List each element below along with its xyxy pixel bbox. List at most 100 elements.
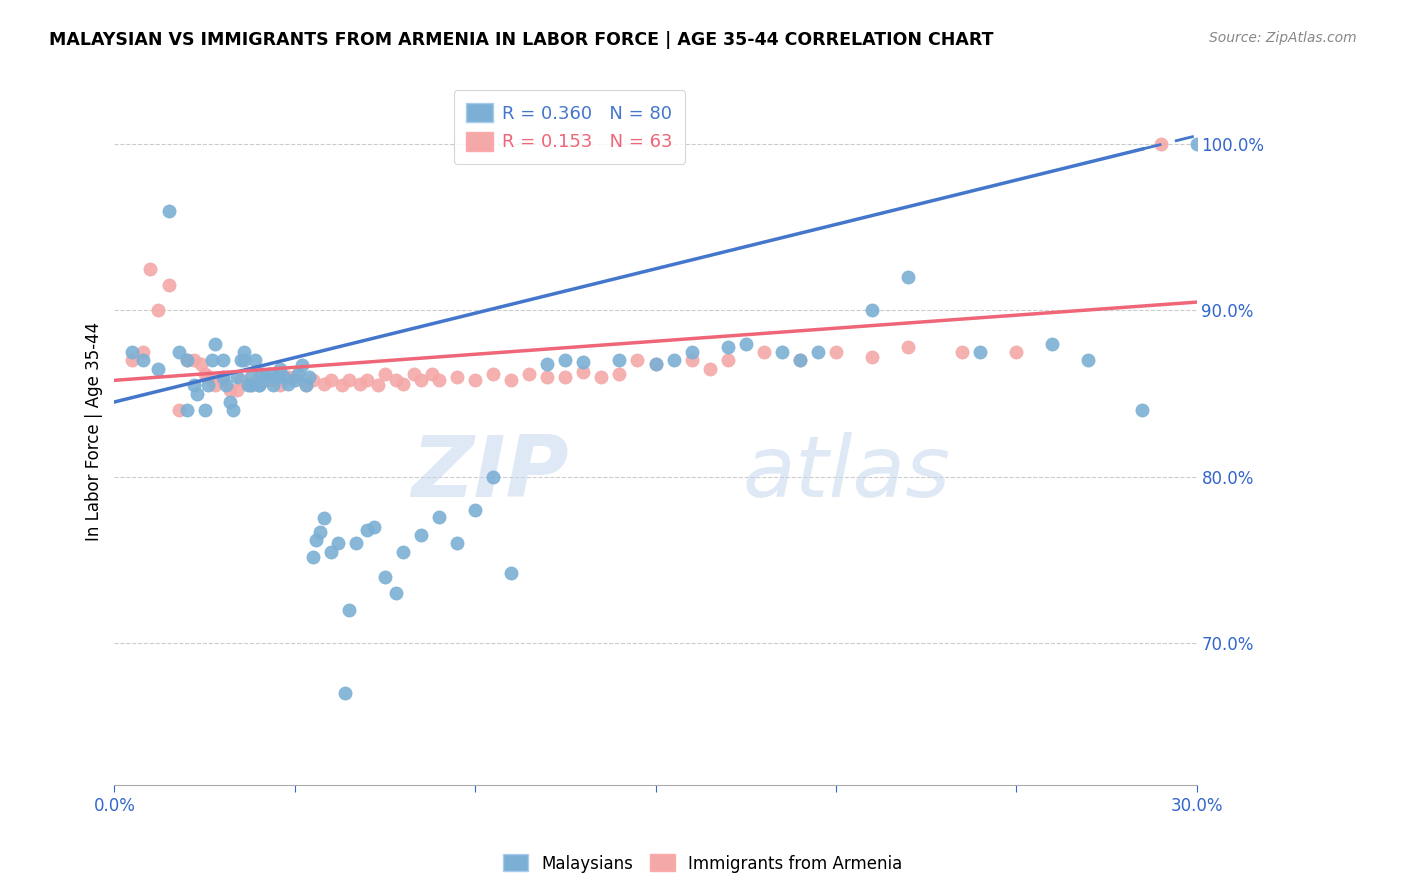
Point [247, 378, 270, 392]
Point [591, 370, 613, 384]
Point [734, 336, 756, 351]
Point [226, 384, 249, 398]
Point [409, 373, 432, 387]
Point [312, 511, 335, 525]
Point [402, 367, 425, 381]
Point [1185, 136, 1208, 151]
Point [204, 378, 226, 392]
Point [644, 357, 666, 371]
Point [240, 378, 263, 392]
Point [240, 378, 263, 392]
Text: ZIP: ZIP [412, 432, 569, 515]
Point [157, 203, 180, 218]
Point [446, 536, 468, 550]
Point [681, 345, 703, 359]
Point [269, 378, 291, 392]
Point [269, 361, 291, 376]
Point [662, 353, 685, 368]
Point [374, 570, 396, 584]
Point [157, 278, 180, 293]
Point [305, 533, 328, 548]
Point [197, 378, 219, 392]
Point [427, 373, 450, 387]
Point [681, 353, 703, 368]
Point [169, 403, 191, 417]
Point [319, 373, 342, 387]
Point [349, 376, 371, 391]
Point [446, 370, 468, 384]
Point [363, 520, 385, 534]
Point [277, 376, 299, 391]
Point [609, 353, 631, 368]
Point [229, 373, 252, 387]
Point [626, 353, 648, 368]
Point [374, 367, 396, 381]
Point [218, 384, 240, 398]
Point [752, 345, 775, 359]
Point [176, 353, 198, 368]
Point [243, 353, 266, 368]
Point [190, 357, 212, 371]
Point [240, 370, 263, 384]
Point [183, 378, 205, 392]
Point [860, 303, 883, 318]
Point [233, 345, 256, 359]
Point [367, 378, 389, 392]
Point [392, 545, 415, 559]
Point [298, 370, 321, 384]
Point [294, 378, 316, 392]
Point [326, 536, 349, 550]
Point [176, 353, 198, 368]
Point [427, 509, 450, 524]
Point [330, 378, 353, 392]
Point [356, 523, 378, 537]
Text: Source: ZipAtlas.com: Source: ZipAtlas.com [1209, 31, 1357, 45]
Point [501, 373, 523, 387]
Point [284, 370, 307, 384]
Point [194, 367, 217, 381]
Point [717, 340, 740, 354]
Point [825, 345, 848, 359]
Point [572, 365, 595, 379]
Point [356, 373, 378, 387]
Point [770, 345, 793, 359]
Point [860, 350, 883, 364]
Point [1040, 336, 1063, 351]
Point [146, 303, 169, 318]
Point [536, 370, 558, 384]
Point [609, 367, 631, 381]
Legend: R = 0.360   N = 80, R = 0.153   N = 63: R = 0.360 N = 80, R = 0.153 N = 63 [454, 90, 685, 164]
Point [226, 370, 249, 384]
Point [287, 367, 309, 381]
Point [183, 353, 205, 368]
Point [291, 359, 314, 373]
Point [247, 370, 270, 384]
Point [335, 686, 357, 700]
Point [644, 357, 666, 371]
Point [807, 345, 830, 359]
Point [121, 353, 143, 368]
Point [236, 378, 259, 392]
Point [897, 340, 920, 354]
Point [262, 373, 284, 387]
Point [201, 353, 224, 368]
Point [554, 353, 576, 368]
Point [337, 373, 360, 387]
Point [464, 373, 486, 387]
Point [169, 345, 191, 359]
Point [717, 353, 740, 368]
Point [344, 536, 367, 550]
Point [294, 378, 316, 392]
Point [482, 367, 505, 381]
Point [789, 353, 811, 368]
Point [186, 386, 208, 401]
Point [572, 355, 595, 369]
Point [699, 361, 721, 376]
Point [233, 353, 256, 368]
Point [789, 353, 811, 368]
Point [309, 524, 332, 539]
Point [204, 336, 226, 351]
Point [897, 270, 920, 285]
Point [197, 370, 219, 384]
Point [194, 403, 217, 417]
